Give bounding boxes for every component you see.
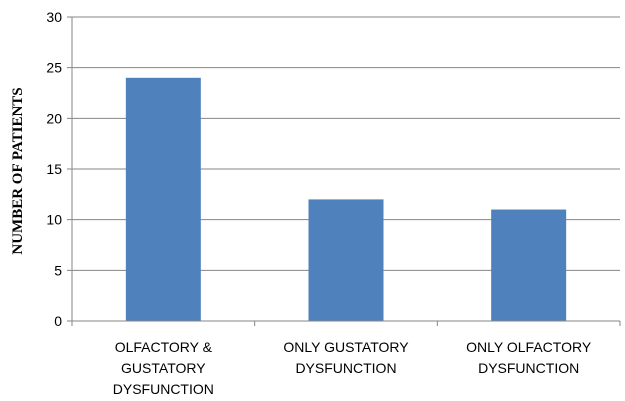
y-tick-label: 15 xyxy=(46,161,62,177)
bar xyxy=(491,209,567,321)
y-tick-labels: 0 5 10 15 20 25 30 xyxy=(46,9,62,329)
y-tick-label: 30 xyxy=(46,9,62,25)
x-category-label: ONLY GUSTATORY DYSFUNCTION xyxy=(283,339,409,376)
x-category-label: ONLY OLFACTORY DYSFUNCTION xyxy=(466,339,592,376)
y-tick-label: 20 xyxy=(46,110,62,126)
bars xyxy=(125,77,567,321)
y-tick-label: 25 xyxy=(46,60,62,76)
y-tick-label: 0 xyxy=(54,313,62,329)
bar xyxy=(125,77,201,321)
x-category-label: OLFACTORY & GUSTATORY DYSFUNCTION xyxy=(113,339,214,397)
axes xyxy=(71,17,621,326)
y-tick-label: 5 xyxy=(54,262,62,278)
x-category-labels: OLFACTORY & GUSTATORY DYSFUNCTION ONLY GUST… xyxy=(113,339,592,397)
bar xyxy=(308,199,384,321)
y-axis-title: NUMBER OF PATIENTS xyxy=(10,87,26,254)
y-tick-label: 10 xyxy=(46,212,62,228)
